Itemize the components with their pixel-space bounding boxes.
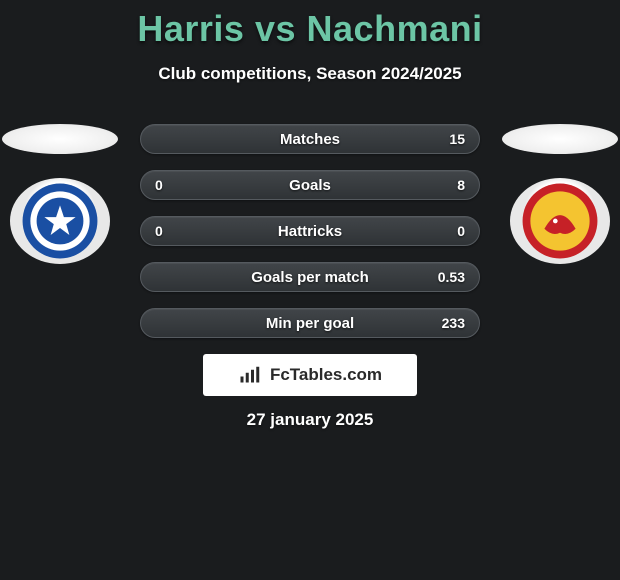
- player2-avatar: [502, 124, 618, 154]
- chart-icon: [238, 366, 264, 384]
- stat-row: 0 Goals 8: [140, 170, 480, 200]
- vs-text: vs: [255, 8, 296, 49]
- stat-left-value: 0: [155, 223, 163, 239]
- stat-right-value: 8: [457, 177, 465, 193]
- stat-label: Hattricks: [278, 223, 342, 240]
- footer-logo: FcTables.com: [203, 354, 417, 396]
- stat-row: 0 Hattricks 0: [140, 216, 480, 246]
- stat-label: Goals per match: [251, 269, 369, 286]
- subtitle: Club competitions, Season 2024/2025: [0, 64, 620, 84]
- player-left-column: [2, 124, 118, 264]
- stat-left-value: 0: [155, 177, 163, 193]
- stat-row: Min per goal 233: [140, 308, 480, 338]
- player2-name: Nachmani: [307, 8, 483, 49]
- club-right-icon: [521, 182, 599, 260]
- player1-club-badge: [10, 178, 110, 264]
- club-left-icon: [21, 182, 99, 260]
- stat-right-value: 0: [457, 223, 465, 239]
- player1-avatar: [2, 124, 118, 154]
- stat-row: Matches 15: [140, 124, 480, 154]
- stat-label: Matches: [280, 131, 340, 148]
- stat-label: Min per goal: [266, 315, 354, 332]
- stat-row: Goals per match 0.53: [140, 262, 480, 292]
- footer-logo-text: FcTables.com: [270, 365, 382, 385]
- stat-right-value: 233: [442, 315, 465, 331]
- page-title: Harris vs Nachmani: [0, 8, 620, 50]
- player-right-column: [502, 124, 618, 264]
- footer-date: 27 january 2025: [0, 410, 620, 430]
- stat-right-value: 15: [449, 131, 465, 147]
- player2-club-badge: [510, 178, 610, 264]
- stat-right-value: 0.53: [438, 269, 465, 285]
- player1-name: Harris: [137, 8, 244, 49]
- stat-label: Goals: [289, 177, 331, 194]
- header: Harris vs Nachmani Club competitions, Se…: [0, 0, 620, 84]
- stats-panel: Matches 15 0 Goals 8 0 Hattricks 0 Goals per mat…: [140, 124, 480, 354]
